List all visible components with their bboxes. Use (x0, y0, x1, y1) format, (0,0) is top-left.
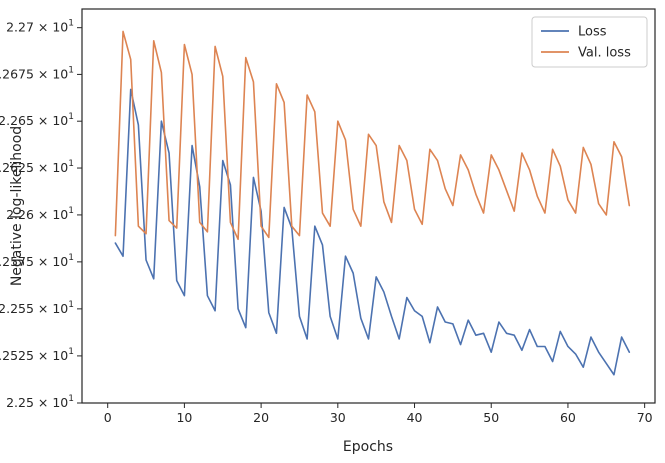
x-tick-label: 20 (253, 410, 269, 425)
y-tick-label: 2.2675 × 101 (0, 65, 74, 81)
x-axis-label: Epochs (343, 439, 393, 455)
x-tick-label: 70 (637, 410, 653, 425)
y-tick-label: 2.2575 × 101 (0, 253, 74, 269)
x-tick-label: 40 (407, 410, 423, 425)
x-tick-label: 0 (104, 410, 112, 425)
series-line-val-loss (114, 30, 631, 241)
x-tick-label: 60 (560, 410, 576, 425)
y-tick-label: 2.25 × 101 (6, 394, 74, 410)
x-tick-label: 50 (483, 410, 499, 425)
legend-entry: Loss (578, 25, 607, 40)
x-tick-label: 30 (330, 410, 346, 425)
series-line-loss (114, 88, 631, 376)
y-tick-label: 2.255 × 101 (0, 300, 74, 316)
y-tick-label: 2.2625 × 101 (0, 159, 74, 175)
y-axis-ticks: 2.25 × 101 2.2525 × 101 2.255 × 101 2.2575 … (0, 19, 82, 410)
y-tick-label: 2.27 × 101 (6, 19, 74, 35)
legend-box (531, 16, 648, 68)
y-tick-label: 2.2525 × 101 (0, 347, 74, 363)
plot-frame (81, 8, 656, 404)
x-axis-ticks: 0 10 20 30 40 50 60 70 (104, 403, 653, 425)
legend-entry: Val. loss (578, 46, 631, 61)
x-tick-label: 10 (176, 410, 192, 425)
y-tick-label: 2.26 × 101 (6, 206, 74, 222)
y-tick-label: 2.265 × 101 (0, 112, 74, 128)
legend: Loss Val. loss (531, 16, 648, 68)
series-lines (114, 30, 631, 376)
y-axis-label: Negative log-likelihood (9, 126, 25, 286)
